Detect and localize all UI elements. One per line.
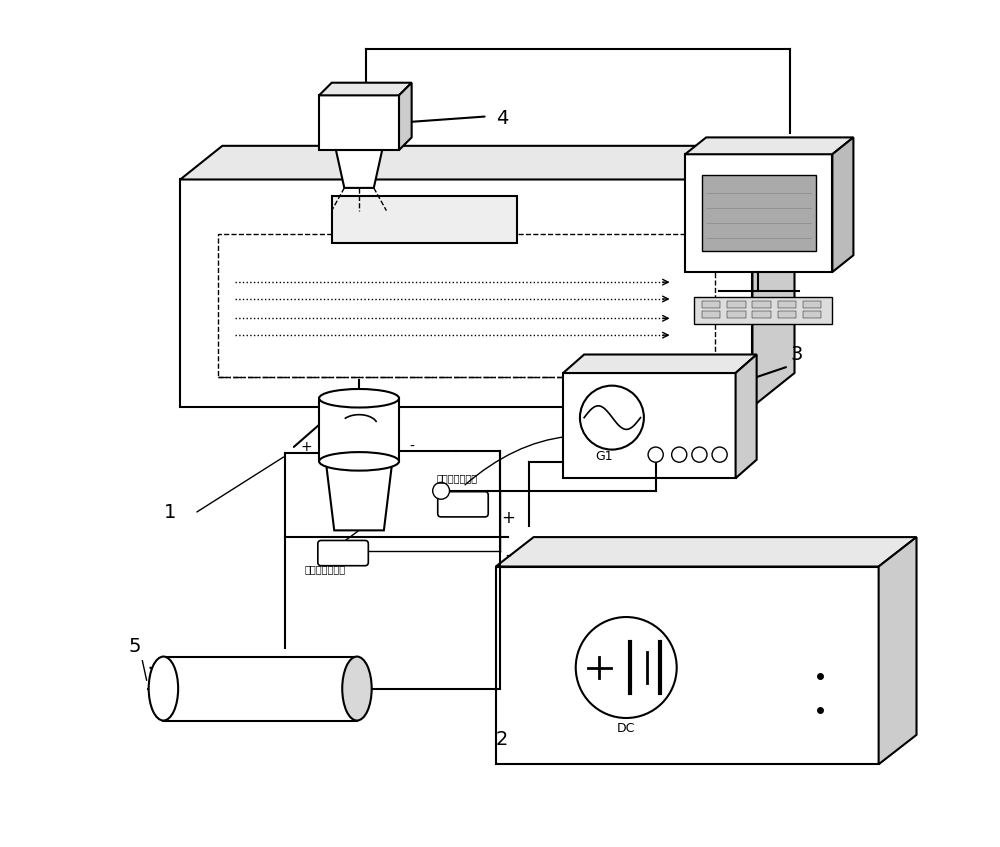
Polygon shape — [163, 656, 357, 721]
Polygon shape — [563, 373, 736, 479]
Ellipse shape — [149, 656, 178, 721]
Text: 2: 2 — [496, 730, 508, 749]
Text: 3: 3 — [790, 346, 803, 364]
Text: DC: DC — [617, 722, 635, 735]
Polygon shape — [694, 297, 832, 324]
Polygon shape — [319, 398, 399, 462]
Polygon shape — [180, 180, 752, 407]
Polygon shape — [180, 146, 795, 180]
Polygon shape — [778, 301, 796, 308]
Polygon shape — [702, 311, 720, 318]
Polygon shape — [326, 462, 392, 530]
Polygon shape — [752, 146, 795, 407]
Text: 示波器高压探头: 示波器高压探头 — [304, 564, 345, 574]
Polygon shape — [752, 311, 771, 318]
Circle shape — [433, 483, 450, 499]
Circle shape — [692, 447, 707, 462]
Polygon shape — [496, 537, 917, 567]
Polygon shape — [803, 311, 821, 318]
Polygon shape — [399, 83, 412, 150]
Text: 1: 1 — [163, 503, 176, 522]
Polygon shape — [702, 301, 720, 308]
Ellipse shape — [319, 452, 399, 471]
Polygon shape — [736, 355, 757, 479]
Ellipse shape — [342, 656, 372, 721]
Polygon shape — [685, 154, 832, 272]
Polygon shape — [803, 301, 821, 308]
Polygon shape — [727, 311, 746, 318]
Circle shape — [648, 447, 663, 462]
Text: -: - — [505, 545, 511, 564]
Polygon shape — [832, 137, 853, 272]
Polygon shape — [319, 83, 412, 96]
Text: +: + — [301, 440, 312, 454]
Polygon shape — [702, 175, 816, 251]
FancyBboxPatch shape — [438, 491, 488, 517]
Polygon shape — [496, 567, 879, 764]
Text: +: + — [501, 509, 515, 527]
Polygon shape — [332, 197, 517, 242]
Polygon shape — [727, 301, 746, 308]
Text: 4: 4 — [496, 108, 508, 128]
Polygon shape — [685, 137, 853, 154]
Polygon shape — [778, 311, 796, 318]
Text: G1: G1 — [595, 450, 613, 462]
Ellipse shape — [319, 389, 399, 407]
Polygon shape — [879, 537, 917, 764]
Polygon shape — [336, 150, 382, 188]
Circle shape — [672, 447, 687, 462]
Text: 5: 5 — [128, 638, 141, 656]
Polygon shape — [752, 301, 771, 308]
Circle shape — [580, 385, 644, 450]
Polygon shape — [319, 96, 399, 150]
Circle shape — [712, 447, 727, 462]
FancyBboxPatch shape — [318, 540, 368, 566]
Circle shape — [576, 617, 677, 718]
Text: -: - — [409, 440, 414, 454]
Polygon shape — [563, 355, 757, 373]
Text: 示波器电流探头: 示波器电流探头 — [437, 473, 478, 484]
